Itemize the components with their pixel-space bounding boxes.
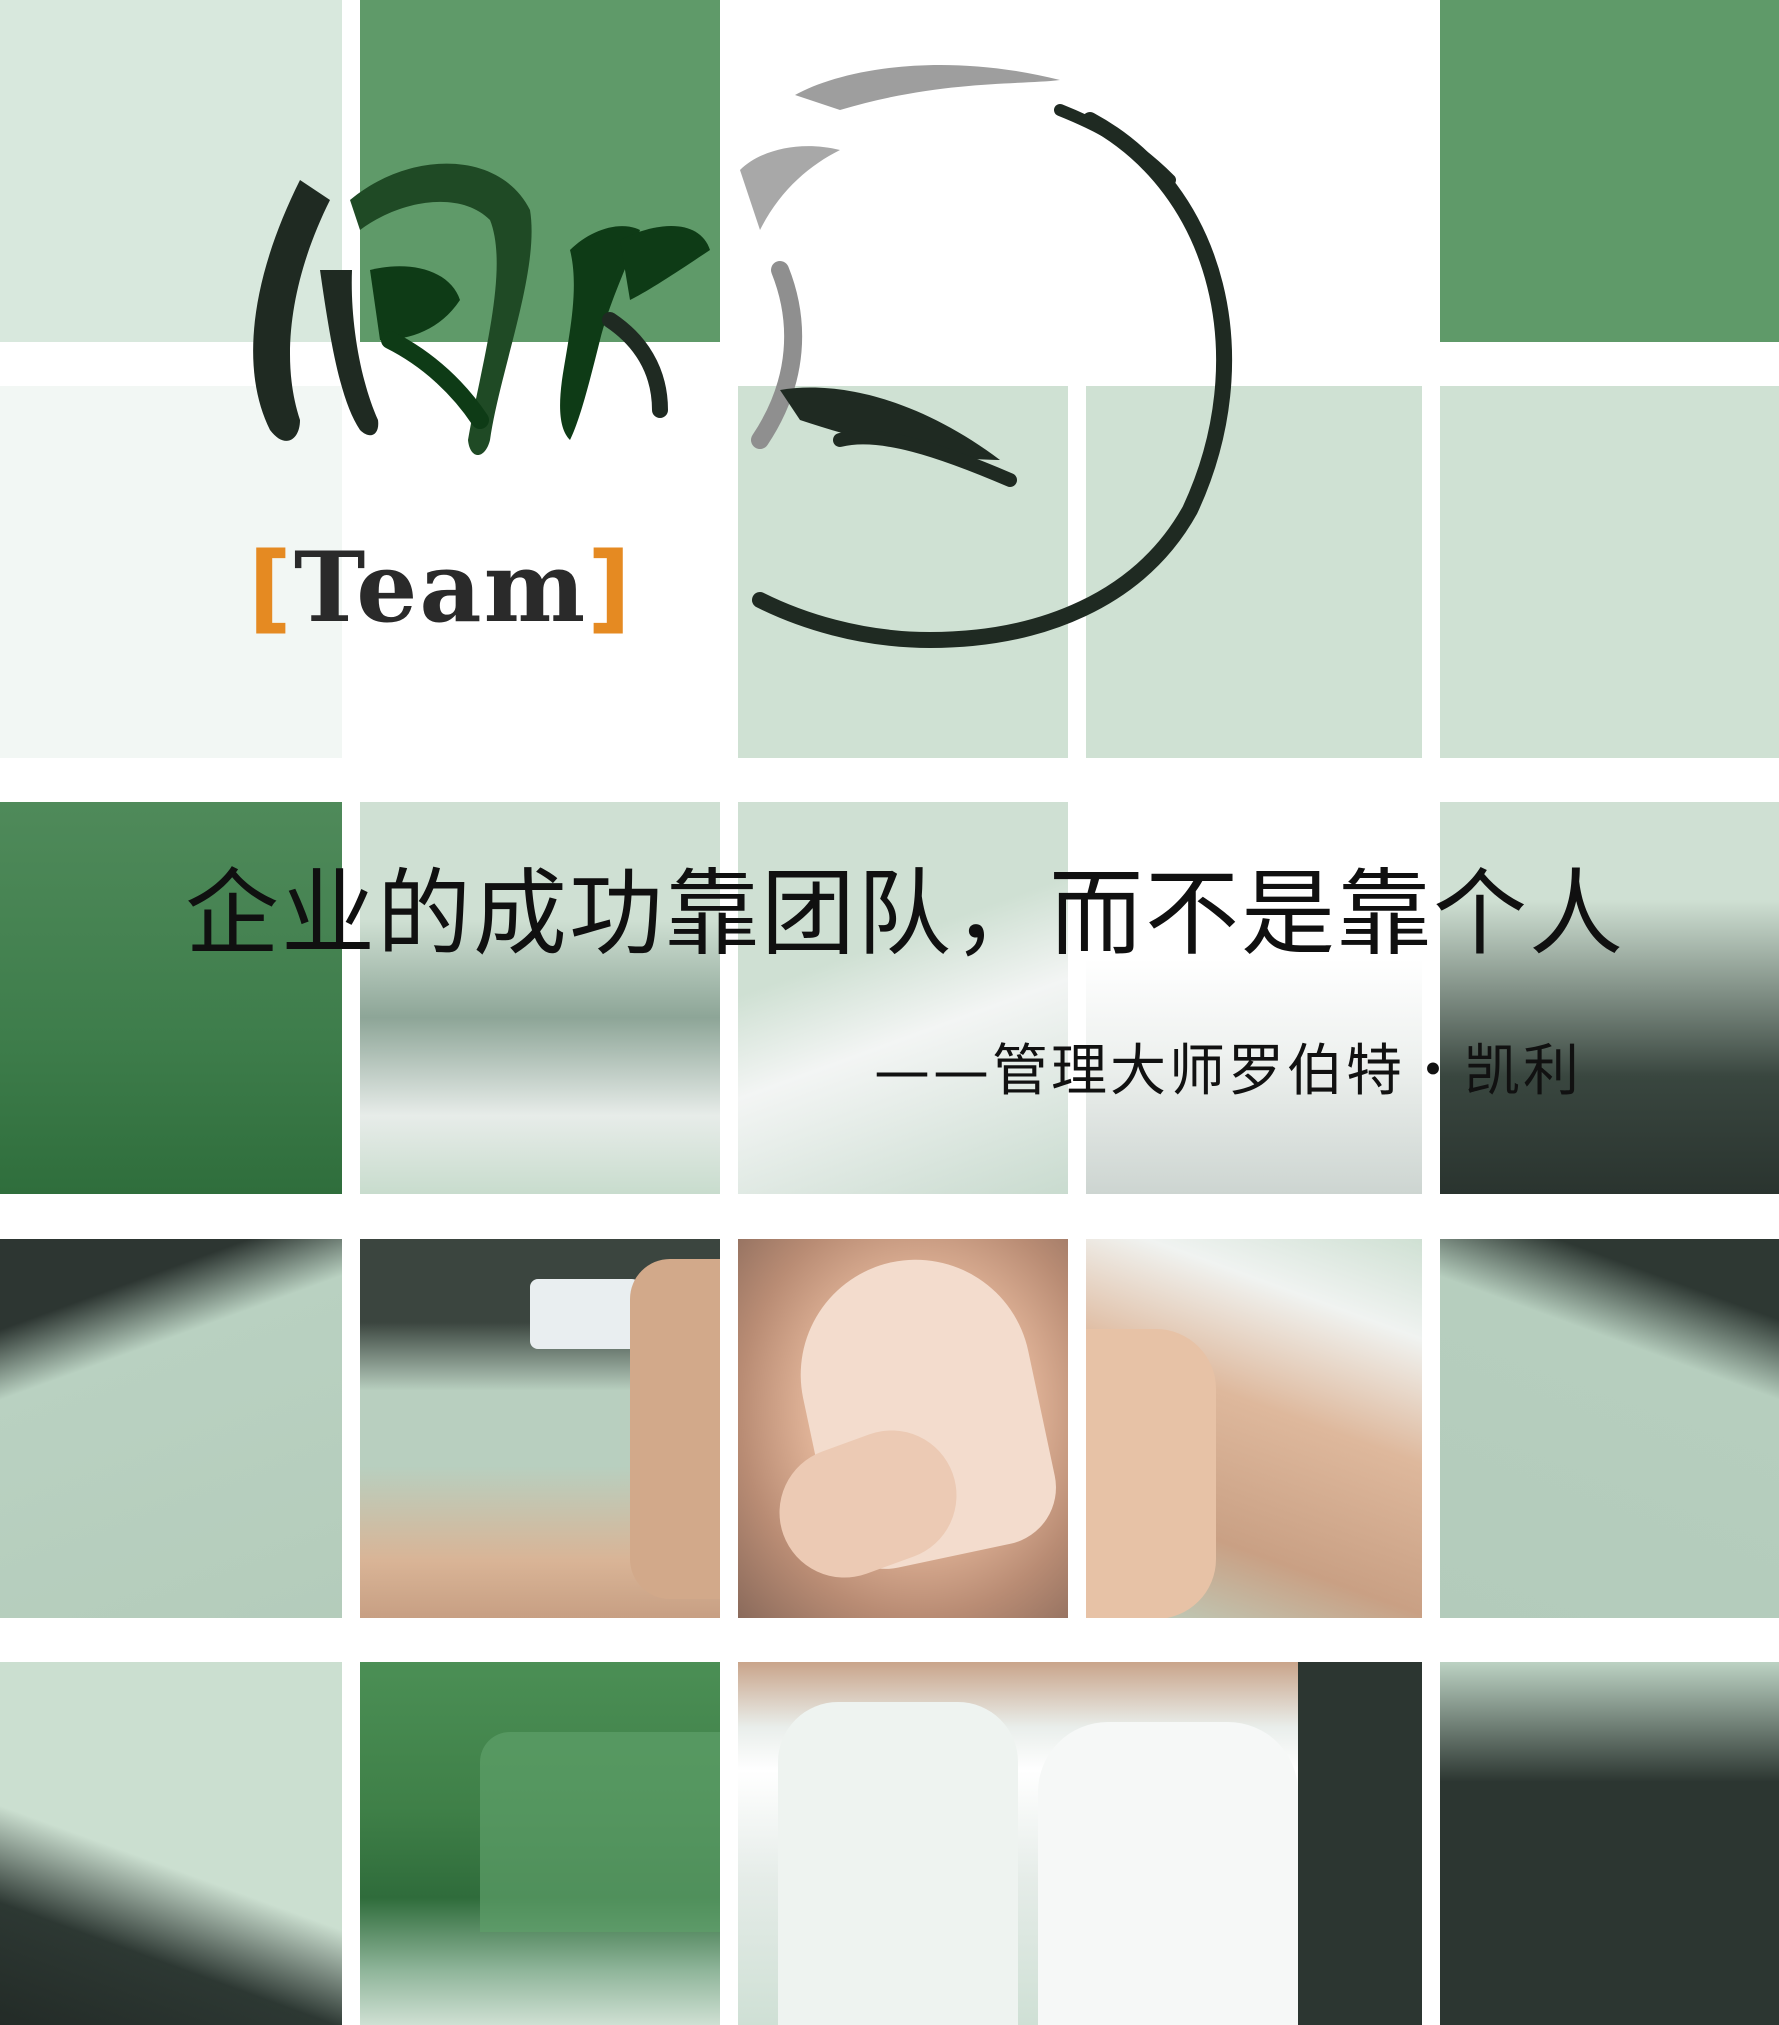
- mosaic-tile: [0, 802, 342, 1194]
- quote-text: 企业的成功靠团队，而不是靠个人: [185, 860, 1626, 969]
- mosaic-tile: [360, 0, 720, 342]
- mosaic-tile: [360, 386, 720, 758]
- mosaic-tile: [1086, 1239, 1422, 1618]
- mosaic-tile: [0, 1239, 342, 1618]
- quote-attribution: ——管理大师罗伯特・凯利: [874, 1039, 1582, 1104]
- mosaic-tile: [1440, 802, 1779, 1194]
- mosaic-tile: [360, 802, 720, 1194]
- mosaic-tile: [738, 1239, 1068, 1618]
- mosaic-tile: [1440, 1239, 1779, 1618]
- mosaic-tile: [0, 386, 342, 758]
- mosaic-tile: [738, 1662, 1422, 2025]
- mosaic-tile: [1440, 1662, 1779, 2025]
- mosaic-tile: [0, 1662, 342, 2025]
- mosaic-tile: [738, 0, 1422, 342]
- mosaic-tile: [738, 802, 1068, 1194]
- mosaic-tile: [1086, 386, 1422, 758]
- mosaic-tile: [1440, 0, 1779, 342]
- mosaic-tile: [0, 0, 342, 342]
- mosaic-tile: [738, 386, 1068, 758]
- mosaic-tile: [1440, 386, 1779, 758]
- mosaic-tile: [1086, 802, 1422, 1194]
- mosaic-tile: [360, 1239, 720, 1618]
- mosaic-tile: [360, 1662, 720, 2025]
